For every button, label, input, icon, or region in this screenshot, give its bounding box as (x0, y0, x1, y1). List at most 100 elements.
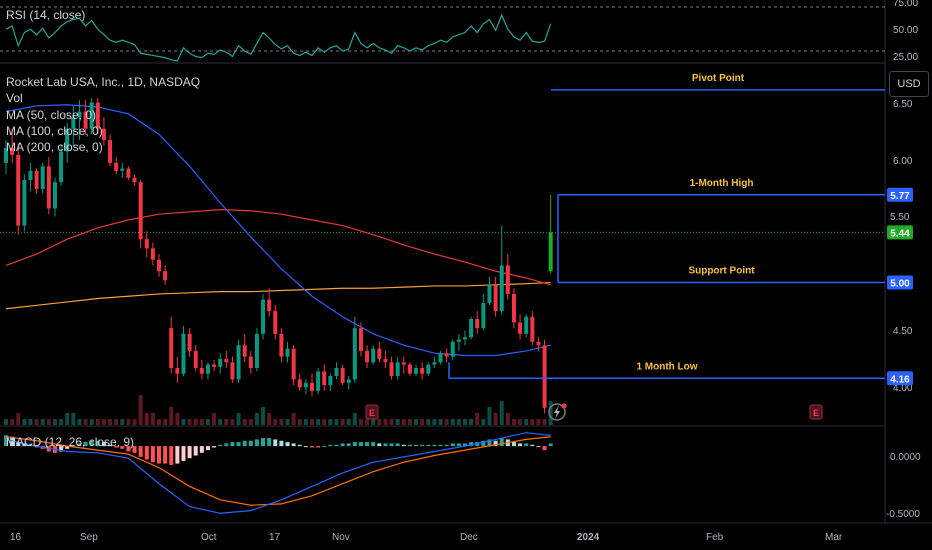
candle-body (261, 299, 266, 334)
price-badges: 5.77 5.00 4.16 5.44 (887, 187, 913, 386)
candle (89, 97, 94, 135)
candle (144, 231, 149, 258)
candle (224, 350, 229, 369)
volume-bar (144, 413, 149, 425)
candle-body (414, 368, 419, 374)
macd-pane: MACD (12, 26, close, 9) 0.0000 -0.5000 (4, 432, 921, 520)
macd-histogram-bar (548, 443, 553, 447)
earnings-badge[interactable] (809, 404, 823, 420)
volume-bar (199, 419, 204, 425)
volume-bar (279, 419, 284, 425)
candle (518, 314, 523, 340)
candle-body (310, 382, 314, 391)
volume-bar (46, 419, 51, 425)
candle-body (175, 368, 180, 374)
level-price-text: 4.16 (890, 374, 910, 385)
candle-body (40, 166, 45, 190)
level-price-text: 5.77 (890, 191, 910, 202)
candle-body (358, 328, 363, 351)
candle (414, 364, 419, 376)
volume-bar (310, 419, 314, 425)
volume-bar (505, 413, 510, 425)
price-tick-6.00: 6.00 (893, 156, 913, 167)
candle (187, 328, 192, 357)
volume-bar (28, 419, 33, 425)
lightning-icon[interactable] (548, 403, 567, 421)
ma200-legend: MA (200, close, 0) (6, 140, 103, 154)
volume-bar (303, 419, 308, 425)
macd-histogram-bar (316, 446, 321, 448)
candle-body (334, 368, 339, 376)
volume-bar (254, 413, 259, 425)
candle (163, 265, 168, 285)
volume-bar (548, 401, 553, 425)
macd-histogram-bar (59, 446, 64, 452)
volume-bar (10, 419, 15, 425)
earnings-marker-future[interactable]: E (809, 404, 823, 420)
macd-histogram-bar (95, 440, 100, 447)
candle-body (463, 337, 467, 340)
candle-body (346, 379, 351, 383)
candle (157, 254, 161, 277)
candle-body (16, 154, 21, 226)
candle-body (218, 358, 223, 367)
macd-histogram-bar (358, 442, 363, 447)
volume-bar (426, 419, 431, 425)
macd-histogram-bar (169, 446, 174, 465)
currency-button[interactable]: USD (889, 71, 929, 97)
candle (114, 157, 119, 175)
volume-bar (193, 419, 198, 425)
candle (248, 350, 253, 374)
macd-histogram-bar (114, 446, 119, 448)
candle (450, 339, 455, 361)
candle-body (10, 148, 15, 155)
macd-histogram-bar (138, 446, 143, 457)
candle (285, 341, 290, 363)
macd-histogram-bar (518, 443, 523, 447)
volume-bar (71, 413, 76, 425)
candle (297, 373, 302, 391)
macd-histogram-bar (346, 443, 351, 447)
candle (310, 373, 314, 397)
candle-body (120, 168, 125, 171)
candle (401, 356, 406, 374)
candles (4, 97, 553, 414)
volume-bar (236, 413, 241, 425)
macd-histogram-bar (383, 443, 388, 447)
volume-bar (346, 419, 351, 425)
macd-histogram-bar (230, 442, 235, 447)
candle (242, 333, 247, 363)
rsi-tick-50: 50.00 (893, 25, 918, 36)
volume-bar (261, 407, 266, 425)
volume-bar (248, 419, 253, 425)
volume-bar (181, 419, 186, 425)
candle-body (150, 248, 155, 260)
x-tick: 17 (269, 532, 281, 543)
rsi-tick-25: 25.00 (893, 52, 918, 63)
macd-histogram-bar (83, 442, 88, 447)
volume-bar (487, 407, 492, 425)
candle-body (65, 128, 70, 152)
macd-histogram-bar (371, 442, 376, 447)
candle (46, 157, 51, 215)
candle-body (518, 322, 523, 334)
volume-bar (536, 419, 541, 425)
volume-bar (120, 419, 125, 425)
candle-body (383, 358, 388, 363)
candle-body (456, 339, 461, 342)
candle (59, 145, 64, 186)
volume-bar (163, 419, 168, 425)
candle (261, 293, 266, 340)
candle-body (426, 364, 431, 374)
macd-histogram-bar (481, 440, 486, 447)
volume-bar (493, 413, 498, 425)
earnings-marker-past[interactable]: E (365, 404, 379, 420)
candle-body (52, 182, 57, 209)
candle-body (126, 168, 131, 178)
level-lines: Pivot Point 1-Month High Support Point 1 Mo… (448, 73, 885, 380)
volume-bar (401, 419, 406, 425)
level-label: Support Point (688, 266, 755, 277)
earnings-badge[interactable] (365, 404, 379, 420)
macd-histogram-bar (254, 439, 259, 447)
